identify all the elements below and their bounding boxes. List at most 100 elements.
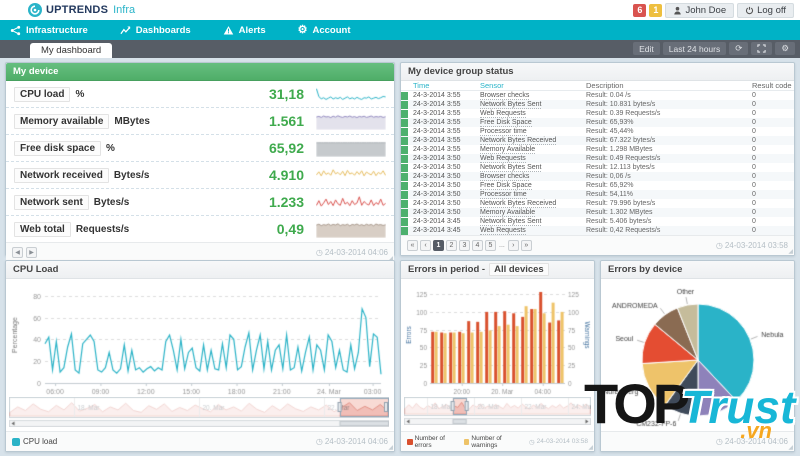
resize-grip[interactable]: ◢ [388, 256, 393, 262]
sensor-link[interactable]: Free Disk Space [480, 182, 532, 190]
cell-time: 24-3-2014 3:55 [413, 119, 461, 126]
cell-description: Result: 1.302 MBytes [586, 209, 653, 216]
sensor-link[interactable]: Browser checks [480, 173, 530, 181]
sensor-link[interactable]: Memory Available [480, 146, 536, 154]
resize-grip[interactable]: ◢ [788, 445, 793, 451]
sensor-link[interactable]: Web Requests [480, 155, 526, 163]
page-button-3[interactable]: 3 [459, 240, 470, 251]
cell-result-code: 0 [752, 164, 756, 171]
errors-in-period-panel: Errors in period - All devices Number of… [400, 260, 595, 452]
errors-chart-navigator[interactable] [404, 397, 591, 425]
sensor-link[interactable]: Processor time [480, 191, 527, 199]
page-button-1[interactable]: 1 [433, 240, 444, 251]
panel-title: My device group status [401, 63, 794, 81]
table-row: 24-3-2014 3:50 Network Bytes Sent Result: … [401, 163, 794, 172]
panel-timestamp: ◷ 24-03-2014 03:58 [529, 438, 588, 446]
panel-footer: ◷ 24-03-2014 04:06 ◢ [601, 431, 794, 451]
cpu-chart-navigator[interactable] [9, 397, 389, 427]
col-sensor[interactable]: Sensor [480, 81, 504, 90]
errors-pie-chart[interactable] [601, 280, 794, 430]
metric-sparkline [316, 193, 386, 211]
refresh-button[interactable]: ⟳ [729, 42, 749, 55]
metric-name[interactable]: Network sent [14, 194, 89, 210]
cell-description: Result: 0,06 /s [586, 173, 631, 180]
resize-grip[interactable]: ◢ [788, 249, 793, 255]
sensor-link[interactable]: Network Bytes Sent [480, 164, 542, 172]
cell-result-code: 0 [752, 137, 756, 144]
resize-grip[interactable]: ◢ [588, 445, 593, 451]
metric-name[interactable]: Network received [14, 167, 109, 183]
sensor-link[interactable]: Network Bytes Received [480, 200, 557, 208]
legend-errors[interactable]: Number of errors [407, 435, 461, 449]
legend-warnings[interactable]: Number of warnings [463, 435, 526, 449]
resize-grip[interactable]: ◢ [388, 445, 393, 451]
sensor-link[interactable]: Network Bytes Sent [480, 101, 542, 109]
infrastructure-icon [10, 25, 21, 35]
col-result-code[interactable]: Result code [752, 81, 792, 90]
sensor-link[interactable]: Web Requests [480, 110, 526, 118]
edit-button[interactable]: Edit [633, 42, 660, 55]
sensor-link[interactable]: Memory Available [480, 209, 536, 217]
cell-sensor: Web Requests [480, 110, 586, 118]
errors-bar-chart[interactable] [404, 281, 591, 397]
cell-description: Result: 1.298 MBytes [586, 146, 653, 153]
errors-chart-area [401, 279, 594, 425]
cell-description: Result: 0,42 Requests/s [586, 227, 661, 234]
last-page-button[interactable]: » [520, 240, 532, 251]
metric-sparkline [316, 166, 386, 184]
sensor-link[interactable]: Browser checks [480, 92, 530, 100]
settings-button[interactable]: ⚙ [775, 42, 795, 55]
error-count-badge[interactable]: 6 [633, 3, 647, 17]
status-indicator [401, 118, 410, 127]
legend-cpu-load[interactable]: CPU load [12, 437, 57, 446]
next-page-button[interactable]: ▶ [26, 247, 37, 258]
device-scope-chip[interactable]: All devices [489, 263, 549, 276]
tab-my-dashboard[interactable]: My dashboard [30, 43, 113, 58]
prev-page-button[interactable]: ◀ [12, 247, 23, 258]
col-description[interactable]: Description [586, 81, 624, 90]
next-page-button[interactable]: › [507, 240, 519, 251]
power-icon [746, 6, 754, 14]
cell-sensor: Memory Available [480, 146, 586, 154]
sensor-link[interactable]: Free Disk Space [480, 119, 532, 127]
status-indicator [401, 100, 410, 109]
page-button-2[interactable]: 2 [446, 240, 457, 251]
page-button-5[interactable]: 5 [485, 240, 496, 251]
cell-result-code: 0 [752, 191, 756, 198]
nav-dashboards[interactable]: Dashboards [120, 25, 191, 36]
metric-name[interactable]: CPU load [14, 86, 71, 102]
metric-name[interactable]: Memory available [14, 113, 110, 129]
metric-row: Free disk space% 65,92 [6, 135, 394, 162]
metric-name[interactable]: Free disk space [14, 140, 102, 156]
sensor-link[interactable]: Web Requests [480, 227, 526, 235]
cell-time: 24-3-2014 3:50 [413, 173, 461, 180]
uptrends-logo[interactable]: UPTRENDS Infra [28, 3, 135, 17]
page-button-4[interactable]: 4 [472, 240, 483, 251]
sensor-link[interactable]: Processor time [480, 128, 527, 136]
first-page-button[interactable]: « [407, 240, 418, 251]
fullscreen-button[interactable] [751, 42, 773, 55]
prev-page-button[interactable]: ‹ [420, 240, 431, 251]
sensor-link[interactable]: Network Bytes Sent [480, 218, 542, 226]
warning-count-badge[interactable]: 1 [649, 3, 663, 17]
col-time[interactable]: Time [413, 81, 430, 90]
cell-description: Result: 67.322 bytes/s [586, 137, 656, 144]
metric-list: CPU load% 31,18 Memory available MBytes 1.56… [6, 81, 394, 242]
metric-name[interactable]: Web total [14, 221, 71, 237]
panel-footer: «‹ 1 2 3 4 5... ›» ◷ 24-03-2014 03:58 ◢ [401, 235, 794, 255]
logoff-button[interactable]: Log off [737, 2, 794, 18]
status-indicator [401, 172, 410, 181]
nav-infrastructure[interactable]: Infrastructure [10, 25, 88, 36]
nav-account[interactable]: ⚙ Account [298, 24, 351, 36]
table-row: 24-3-2014 3:50 Free Disk Space Result: 65,… [401, 181, 794, 190]
time-range-button[interactable]: Last 24 hours [662, 42, 727, 55]
brand-suffix: Infra [113, 4, 136, 16]
cell-result-code: 0 [752, 227, 756, 234]
metric-row: Network received Bytes/s 4.910 [6, 162, 394, 189]
cpu-load-chart[interactable] [9, 281, 389, 397]
table-row: 24-3-2014 3:50 Memory Available Result: 1.… [401, 208, 794, 217]
person-icon [674, 6, 682, 14]
nav-alerts[interactable]: Alerts [223, 25, 266, 36]
user-button[interactable]: John Doe [665, 2, 735, 18]
sensor-link[interactable]: Network Bytes Received [480, 137, 557, 145]
